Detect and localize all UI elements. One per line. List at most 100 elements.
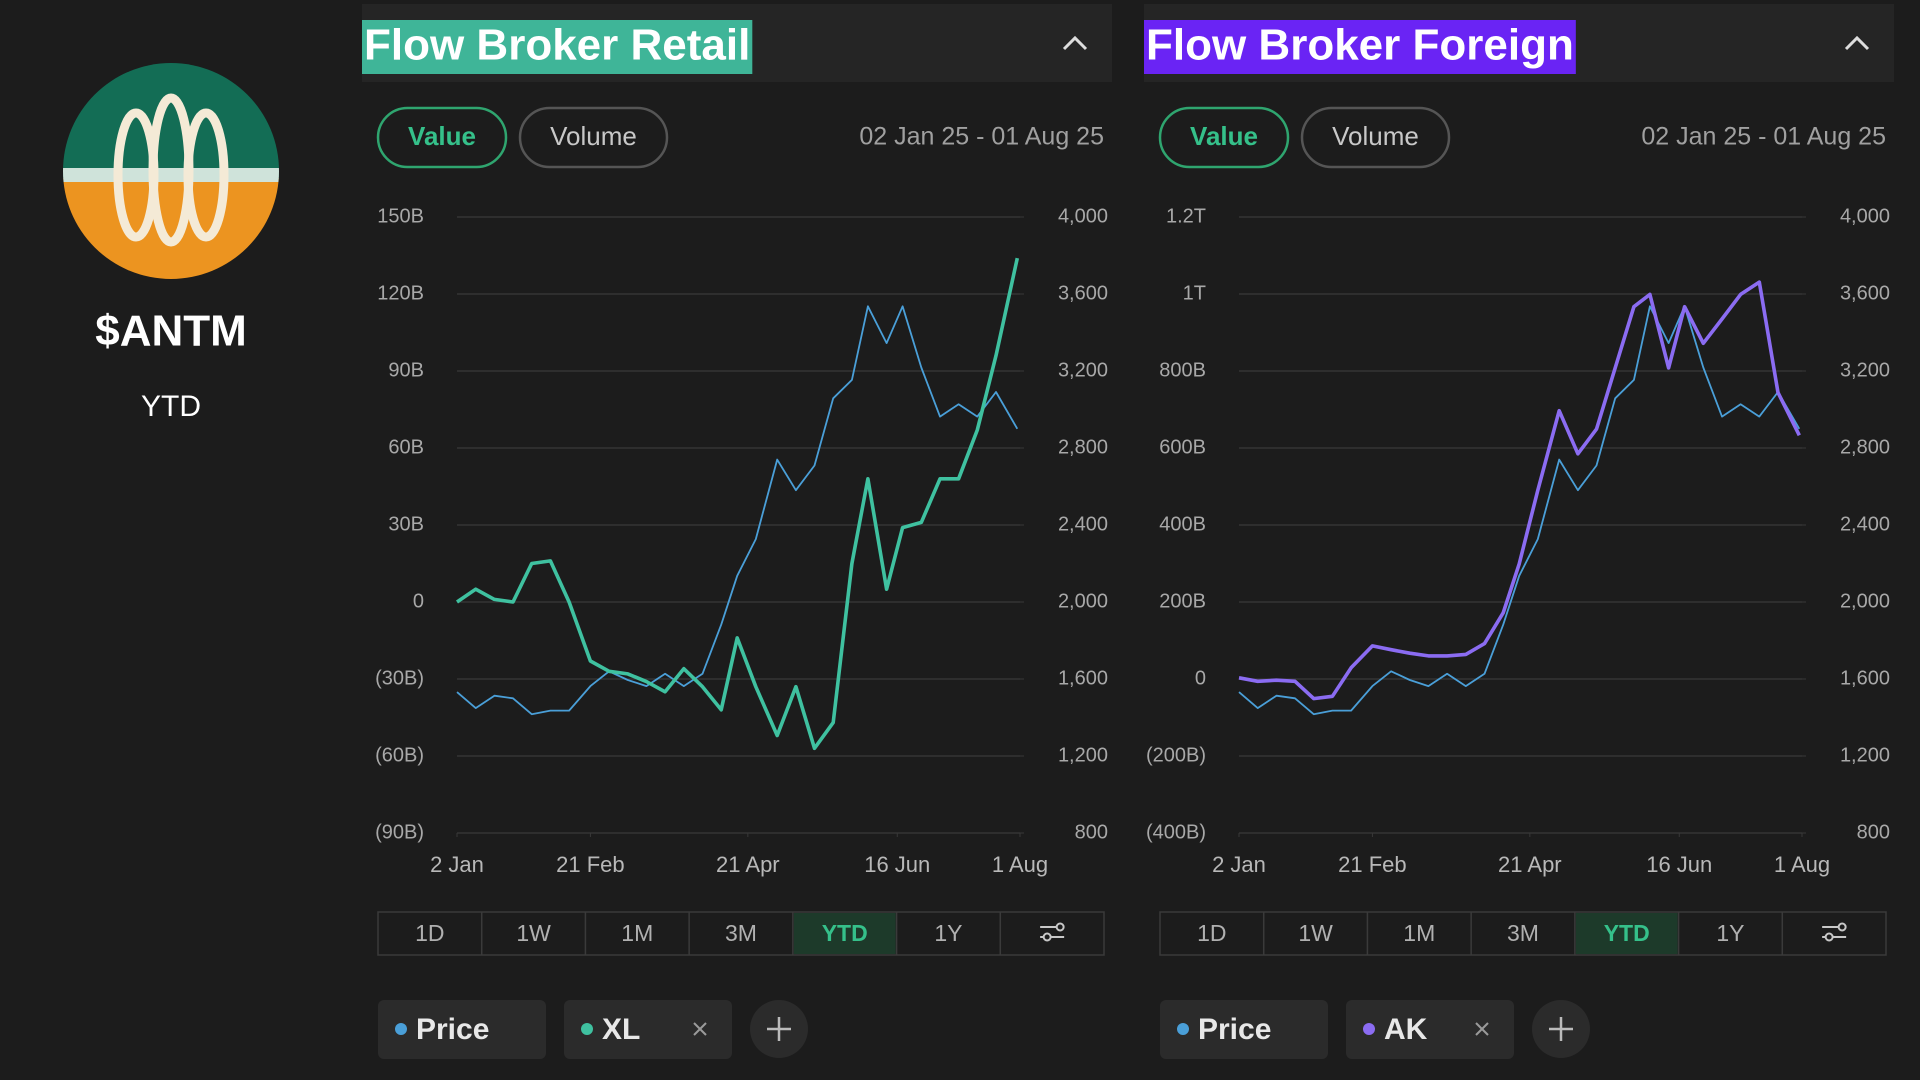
x-tick-label: 16 Jun — [1646, 852, 1712, 877]
date-range: 02 Jan 25 - 01 Aug 25 — [1641, 123, 1886, 151]
legend-chip[interactable] — [378, 1000, 546, 1059]
y2-tick-label: 3,200 — [1840, 359, 1890, 381]
add-icon — [767, 1017, 791, 1041]
toggle-label[interactable]: Volume — [550, 121, 637, 151]
legend-label: XL — [602, 1013, 640, 1046]
y2-tick-label: 4,000 — [1840, 205, 1890, 227]
y2-tick-label: 1,200 — [1840, 744, 1890, 766]
y2-tick-label: 1,200 — [1058, 744, 1108, 766]
period: YTD — [141, 390, 201, 423]
series-line — [1238, 305, 1801, 716]
x-tick-label: 21 Apr — [1498, 852, 1562, 877]
y-tick-label: (90B) — [375, 821, 424, 843]
legend-chip[interactable] — [1346, 1000, 1514, 1059]
legend-chip[interactable] — [1160, 1000, 1328, 1059]
panel-title: Flow Broker Foreign — [1146, 21, 1574, 70]
knob — [1824, 932, 1834, 942]
x-tick-label: 2 Jan — [430, 852, 484, 877]
y2-tick-label: 2,800 — [1058, 436, 1108, 458]
y-tick-label: 120B — [377, 282, 424, 304]
y2-tick-label: 3,600 — [1058, 282, 1108, 304]
y-tick-label: 0 — [1195, 667, 1206, 689]
collapse-icon[interactable] — [1062, 35, 1088, 51]
x-tick-label: 1 Aug — [1774, 852, 1830, 877]
range-button[interactable]: 1D — [415, 920, 444, 946]
x-tick-label: 1 Aug — [992, 852, 1048, 877]
series-line — [455, 257, 1020, 751]
x-tick-label: 2 Jan — [1212, 852, 1266, 877]
legend-chip[interactable] — [564, 1000, 732, 1059]
panel-title: Flow Broker Retail — [364, 21, 750, 70]
range-button[interactable]: 1W — [516, 920, 551, 946]
toggle-button[interactable] — [376, 106, 508, 169]
y2-tick-label: 800 — [1075, 821, 1108, 843]
range-active — [793, 913, 896, 954]
y2-tick-label: 2,000 — [1058, 590, 1108, 612]
ticker: $ANTM — [95, 307, 247, 356]
toggle-label[interactable]: Value — [408, 121, 476, 151]
range-button[interactable]: 1M — [1403, 920, 1435, 946]
knob — [1837, 922, 1847, 932]
y-tick-label: 0 — [413, 590, 424, 612]
range-button[interactable]: 3M — [725, 920, 757, 946]
add-icon — [1549, 1017, 1573, 1041]
y-tick-label: (200B) — [1146, 744, 1206, 766]
legend-dot — [581, 1023, 593, 1035]
y-tick-label: 150B — [377, 205, 424, 227]
knob — [1055, 922, 1065, 932]
range-button[interactable]: YTD — [822, 920, 868, 946]
toggle-button[interactable] — [1300, 106, 1451, 169]
range-bar — [1159, 911, 1887, 956]
range-button[interactable]: 1Y — [1716, 920, 1744, 946]
title-highlight — [362, 20, 753, 74]
x-stroke — [1475, 1022, 1489, 1036]
settings-icon[interactable] — [1040, 922, 1065, 942]
legend-label: AK — [1384, 1013, 1428, 1046]
toggle-label[interactable]: Volume — [1332, 121, 1419, 151]
legend-dot — [1363, 1023, 1375, 1035]
x-tick-label: 21 Feb — [556, 852, 625, 877]
toggle-button[interactable] — [1158, 106, 1290, 169]
range-button[interactable]: 1Y — [934, 920, 962, 946]
y-tick-label: 400B — [1159, 513, 1206, 535]
x-stroke — [693, 1022, 707, 1036]
x-tick-label: 16 Jun — [864, 852, 930, 877]
y2-tick-label: 2,400 — [1840, 513, 1890, 535]
y-tick-label: (60B) — [375, 744, 424, 766]
y-tick-label: 1.2T — [1166, 205, 1206, 227]
y-tick-label: 90B — [388, 359, 424, 381]
collapse-icon[interactable] — [1844, 35, 1870, 51]
legend-dot — [395, 1023, 407, 1035]
toggle-button[interactable] — [518, 106, 669, 169]
range-bar — [377, 911, 1105, 956]
y2-tick-label: 1,600 — [1058, 667, 1108, 689]
y-tick-label: 60B — [388, 436, 424, 458]
y-tick-label: 800B — [1159, 359, 1206, 381]
knob — [1042, 932, 1052, 942]
y2-tick-label: 3,600 — [1840, 282, 1890, 304]
remove-icon[interactable] — [1475, 1022, 1489, 1036]
series-line — [1238, 280, 1801, 701]
y2-tick-label: 2,800 — [1840, 436, 1890, 458]
settings-icon[interactable] — [1822, 922, 1847, 942]
range-active — [1575, 913, 1678, 954]
range-button[interactable]: YTD — [1604, 920, 1650, 946]
y2-tick-label: 3,200 — [1058, 359, 1108, 381]
remove-icon[interactable] — [693, 1022, 707, 1036]
title-highlight — [1144, 20, 1576, 74]
legend-label: Price — [416, 1013, 489, 1046]
y2-tick-label: 800 — [1857, 821, 1890, 843]
range-button[interactable]: 1D — [1197, 920, 1226, 946]
series-line — [456, 305, 1019, 716]
range-button[interactable]: 1W — [1298, 920, 1333, 946]
range-button[interactable]: 1M — [621, 920, 653, 946]
range-button[interactable]: 3M — [1507, 920, 1539, 946]
y2-tick-label: 2,000 — [1840, 590, 1890, 612]
y-tick-label: 1T — [1183, 282, 1206, 304]
toggle-label[interactable]: Value — [1190, 121, 1258, 151]
x-tick-label: 21 Feb — [1338, 852, 1407, 877]
y-tick-label: 30B — [388, 513, 424, 535]
